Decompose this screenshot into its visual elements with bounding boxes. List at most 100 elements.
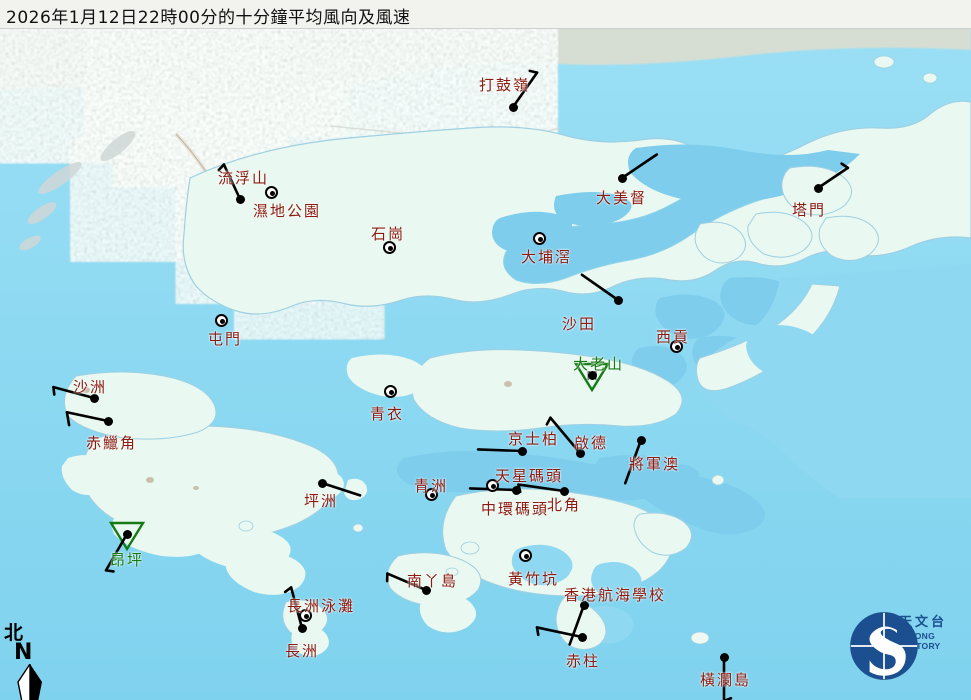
- calm-circle-icon: [425, 488, 438, 501]
- station-dot-icon: [104, 417, 113, 426]
- station-label: 赤柱: [566, 652, 601, 670]
- station-marker[interactable]: [518, 447, 527, 456]
- wind-barb-half-feather: [104, 569, 115, 573]
- station-label: 天星碼頭: [495, 467, 564, 485]
- wind-barb-shaft: [517, 483, 566, 493]
- wind-barb-half-feather: [283, 586, 293, 594]
- station-dot-icon: [236, 195, 245, 204]
- station-marker[interactable]: [422, 586, 431, 595]
- station-marker[interactable]: [618, 174, 627, 183]
- station-marker[interactable]: [104, 417, 113, 426]
- station-marker[interactable]: [578, 633, 587, 642]
- wind-barb-shaft: [511, 71, 539, 109]
- station-label: 大美督: [596, 189, 648, 207]
- station-dot-icon: [637, 436, 646, 445]
- calm-circle-icon: [519, 549, 532, 562]
- station-label: 北角: [547, 496, 582, 514]
- station-marker[interactable]: [588, 371, 597, 380]
- station-marker[interactable]: [670, 340, 683, 353]
- station-dot-icon: [578, 633, 587, 642]
- station-marker[interactable]: [637, 436, 646, 445]
- station-label: 坪洲: [304, 492, 339, 510]
- maintenance-triangle-icon: [573, 362, 611, 393]
- station-dot-icon: [614, 296, 623, 305]
- station-marker[interactable]: [318, 479, 327, 488]
- station-label: 石崗: [371, 225, 406, 243]
- station-dot-icon: [298, 624, 307, 633]
- station-marker[interactable]: [425, 488, 438, 501]
- station-label: 京士柏: [508, 430, 560, 448]
- station-label: 大埔滘: [521, 248, 573, 266]
- station-marker[interactable]: [720, 653, 729, 662]
- station-marker[interactable]: [576, 449, 585, 458]
- station-marker[interactable]: [123, 530, 132, 539]
- title-bar: 2026年1月12日22時00分的十分鐘平均風向及風速: [0, 0, 971, 29]
- wind-barb-shaft: [222, 163, 242, 201]
- wind-barb-shaft: [623, 438, 643, 485]
- station-marker[interactable]: [265, 186, 278, 199]
- station-marker[interactable]: [580, 601, 589, 610]
- station-marker[interactable]: [383, 241, 396, 254]
- wind-barb-shaft: [289, 586, 304, 630]
- station-label: 中環碼頭: [481, 500, 550, 518]
- calm-circle-icon: [384, 385, 397, 398]
- calm-circle-icon: [383, 241, 396, 254]
- maintenance-triangle-icon: [108, 521, 146, 552]
- station-label: 將軍澳: [629, 455, 681, 473]
- wind-barb-shaft: [386, 572, 428, 592]
- wind-barb-shaft: [549, 416, 582, 455]
- station-marker[interactable]: [486, 479, 499, 492]
- station-marker[interactable]: [299, 609, 312, 622]
- station-label: 啟德: [574, 434, 609, 452]
- wind-barb-half-feather: [840, 162, 850, 170]
- wind-barb-half-feather: [217, 163, 226, 172]
- station-label: 西貢: [656, 328, 691, 346]
- station-label: 香港航海學校: [564, 586, 667, 604]
- wind-barb-full-feather: [65, 410, 71, 427]
- compass-label-en: N: [14, 640, 33, 665]
- station-marker[interactable]: [560, 487, 569, 496]
- hko-logo: 香港天文台 HONG KONG OBSERVATORY: [848, 610, 966, 700]
- station-marker[interactable]: [519, 549, 532, 562]
- station-label: 長洲: [285, 642, 320, 660]
- station-dot-icon: [588, 371, 597, 380]
- calm-circle-icon: [486, 479, 499, 492]
- station-dot-icon: [814, 184, 823, 193]
- station-dot-icon: [318, 479, 327, 488]
- map-base-graphic: M: [0, 28, 971, 700]
- station-dot-icon: [90, 394, 99, 403]
- station-marker[interactable]: [533, 232, 546, 245]
- wind-barb-shaft: [620, 153, 659, 180]
- wind-barb-shaft: [580, 273, 620, 302]
- page-title: 2026年1月12日22時00分的十分鐘平均風向及風速: [6, 8, 411, 28]
- calm-circle-icon: [215, 314, 228, 327]
- station-marker[interactable]: [384, 385, 397, 398]
- station-label: 打鼓嶺: [479, 76, 531, 94]
- station-label: 濕地公園: [253, 202, 322, 220]
- station-label: 赤鱲角: [86, 434, 138, 452]
- station-label: 橫瀾島: [700, 671, 752, 689]
- station-marker[interactable]: [614, 296, 623, 305]
- station-marker[interactable]: [215, 314, 228, 327]
- calm-circle-icon: [299, 609, 312, 622]
- station-dot-icon: [618, 174, 627, 183]
- wind-barb-shaft: [816, 166, 850, 190]
- station-marker[interactable]: [90, 394, 99, 403]
- calm-circle-icon: [533, 232, 546, 245]
- station-dot-icon: [422, 586, 431, 595]
- station-label: 大老山: [573, 355, 625, 373]
- station-dot-icon: [576, 449, 585, 458]
- station-marker[interactable]: [509, 103, 518, 112]
- station-marker[interactable]: [814, 184, 823, 193]
- station-marker[interactable]: [512, 486, 521, 495]
- wind-barb-half-feather: [52, 385, 56, 396]
- station-dot-icon: [560, 487, 569, 496]
- station-label: 沙田: [562, 315, 597, 333]
- calm-circle-icon: [265, 186, 278, 199]
- station-marker[interactable]: [298, 624, 307, 633]
- station-marker[interactable]: [236, 195, 245, 204]
- station-label: 長洲泳灘: [287, 597, 356, 615]
- station-label: 南丫島: [407, 572, 459, 590]
